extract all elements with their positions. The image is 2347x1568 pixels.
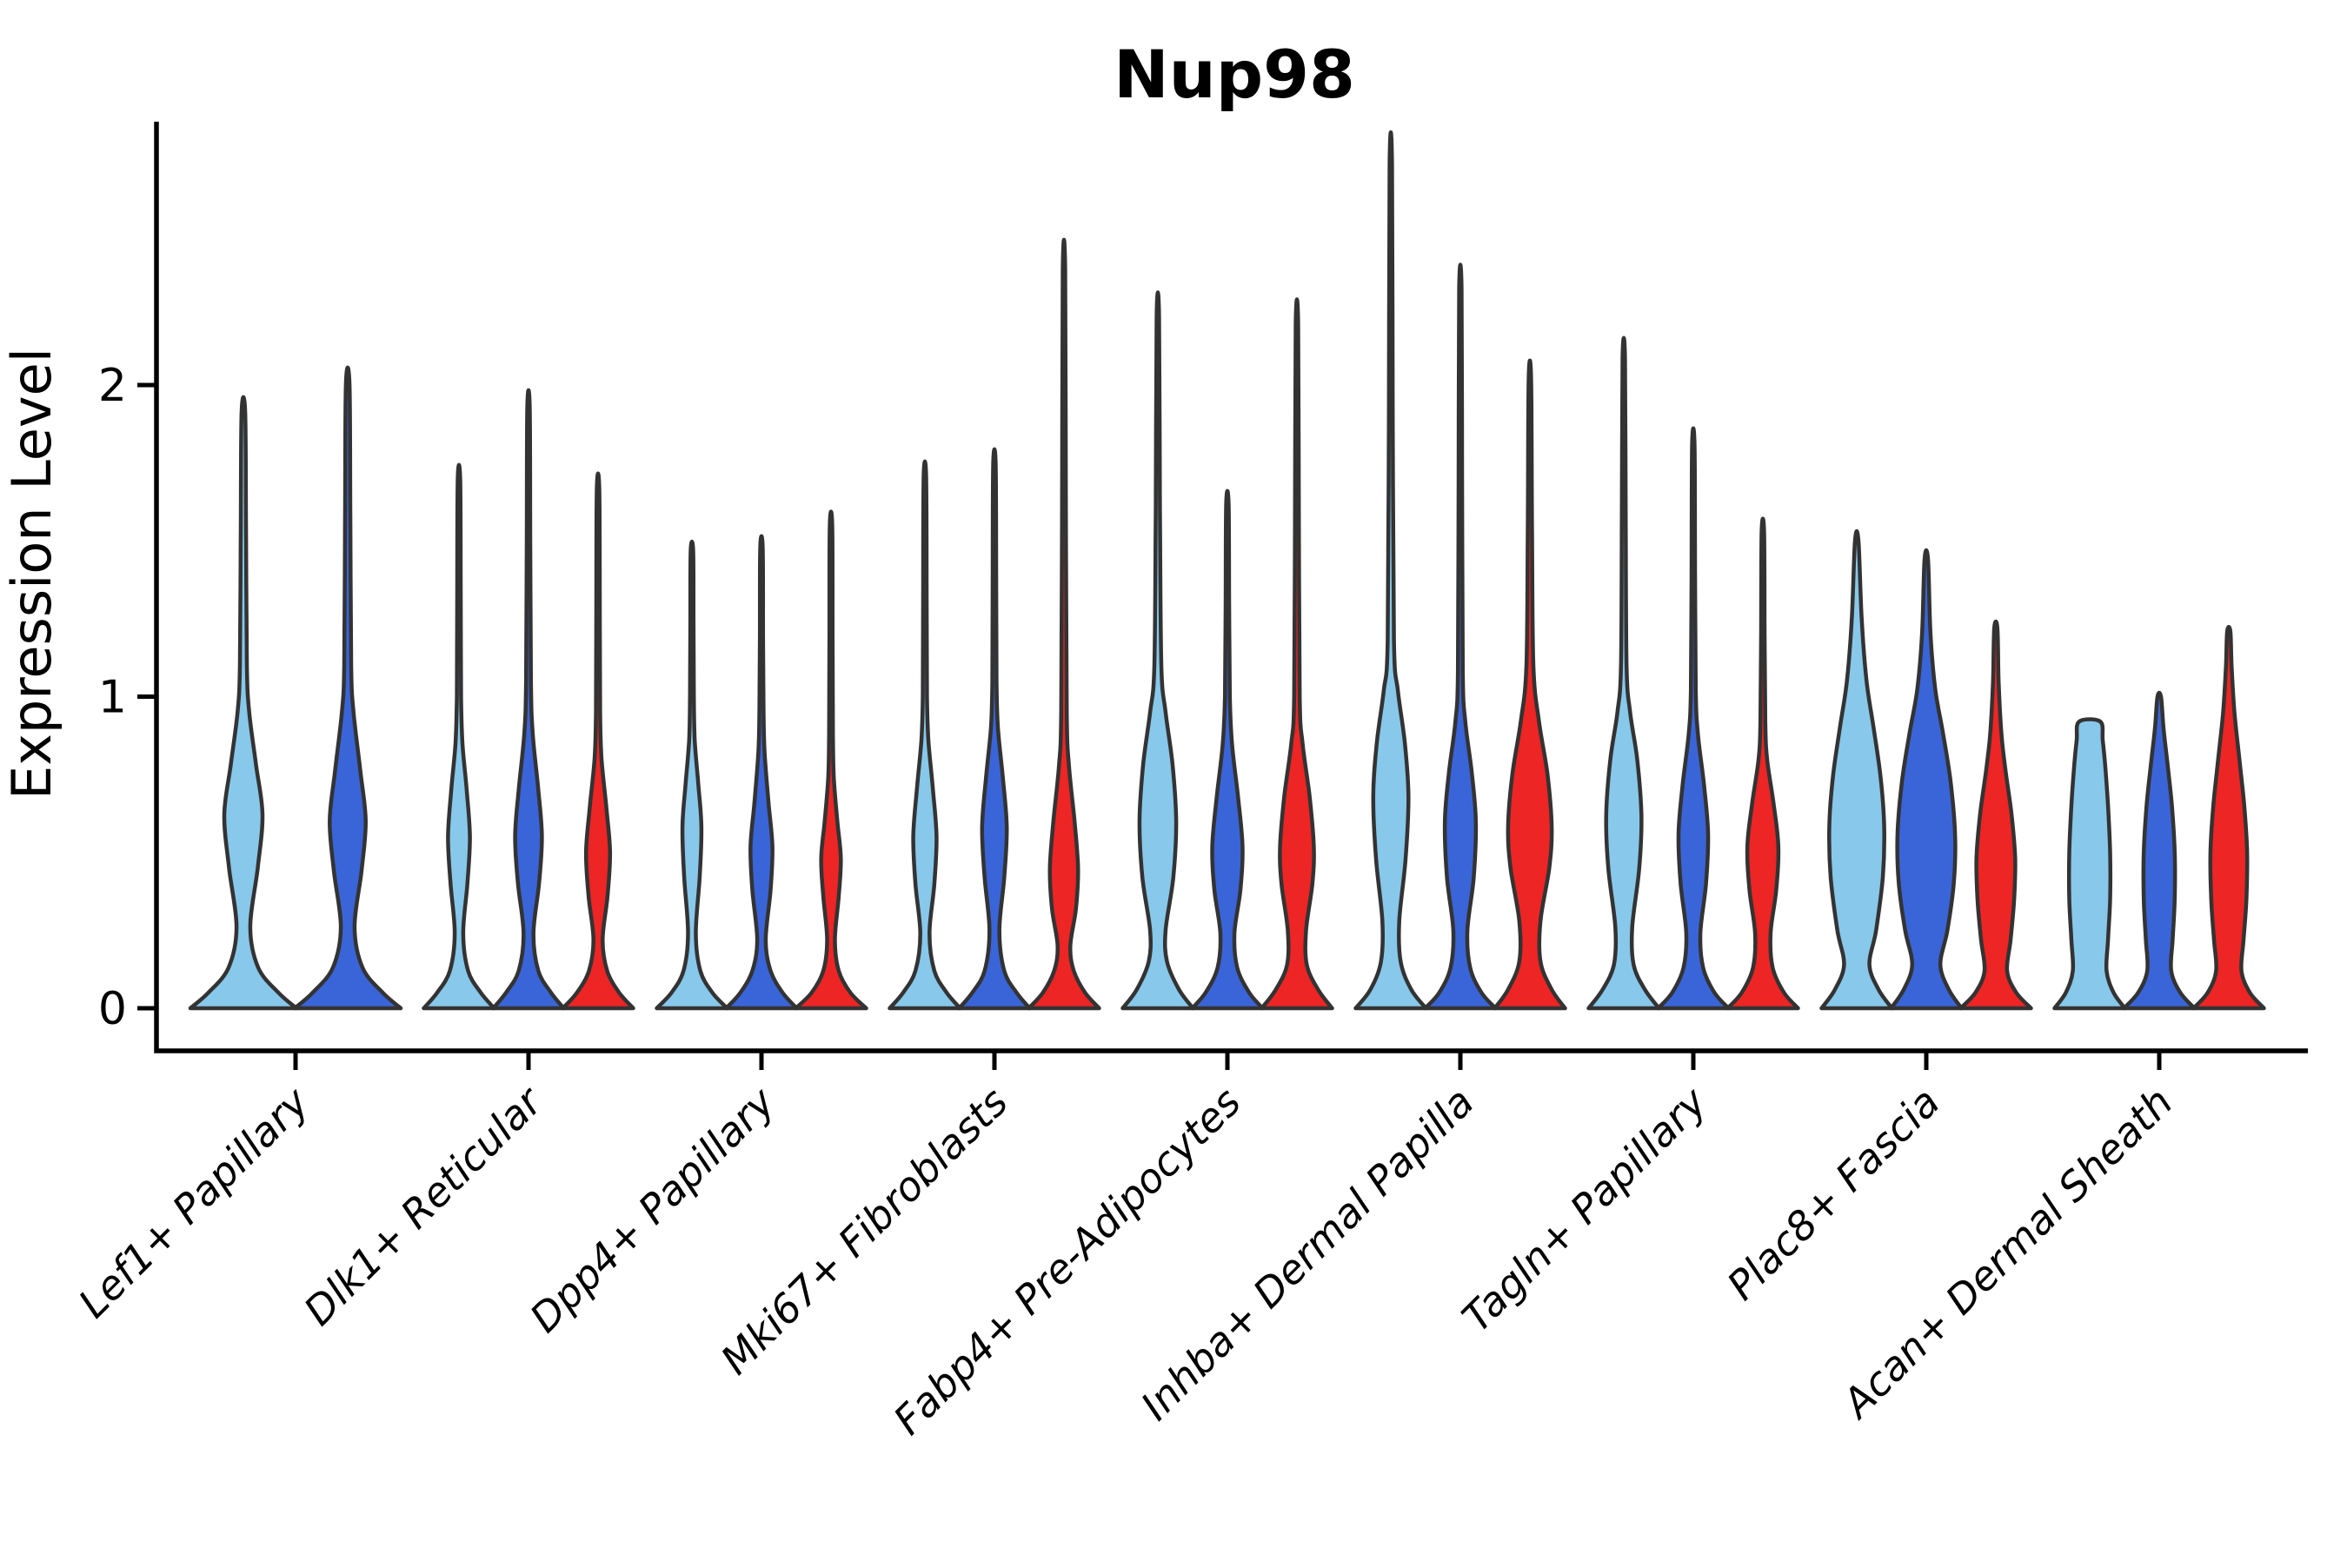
violin-3-series-1 [957,447,1032,1011]
violin-0-series-0 [188,395,299,1011]
violin-4-series-2 [1260,297,1334,1011]
violin-2-series-2 [794,509,868,1011]
y-tick-label: 2 [98,360,127,412]
violin-3-series-0 [888,459,962,1011]
x-tick-label: Dlk1+ Reticular [295,1076,553,1334]
violins-layer [188,130,2266,1011]
violin-5-series-2 [1493,358,1567,1011]
violin-4-series-0 [1120,290,1195,1011]
x-tick-label: Plac8+ Fascia [1718,1079,1948,1309]
violin-5-series-1 [1423,262,1498,1011]
violin-6-series-2 [1725,516,1800,1011]
violin-1-series-1 [491,388,566,1011]
violin-8-series-1 [2122,690,2197,1011]
violin-8-series-0 [2052,717,2127,1011]
violin-8-series-2 [2191,625,2266,1011]
y-tick-label: 1 [98,672,127,724]
violin-7-series-2 [1958,619,2033,1011]
violin-1-series-0 [422,462,496,1011]
axis-spines [154,122,2308,1053]
violin-7-series-1 [1889,548,1964,1011]
violin-6-series-1 [1656,426,1731,1011]
violin-5-series-0 [1353,130,1428,1011]
violin-2-series-0 [655,539,729,1011]
violin-1-series-2 [561,471,635,1011]
violin-4-series-1 [1190,488,1265,1011]
violin-3-series-2 [1027,237,1101,1011]
violin-6-series-0 [1586,336,1661,1011]
x-tick-label: Tagln+ Papillary [1453,1078,1716,1341]
chart-title: Nup98 [1114,36,1355,113]
violin-2-series-1 [724,534,799,1011]
y-tick-label: 0 [98,983,127,1035]
y-axis-label: Expression Level [0,348,63,800]
x-tick-label: Dpp4+ Papillary [521,1078,784,1341]
violin-7-series-0 [1819,528,1894,1011]
x-tick-label: Lef1+ Papillary [70,1078,318,1326]
violin-0-series-1 [292,365,403,1011]
